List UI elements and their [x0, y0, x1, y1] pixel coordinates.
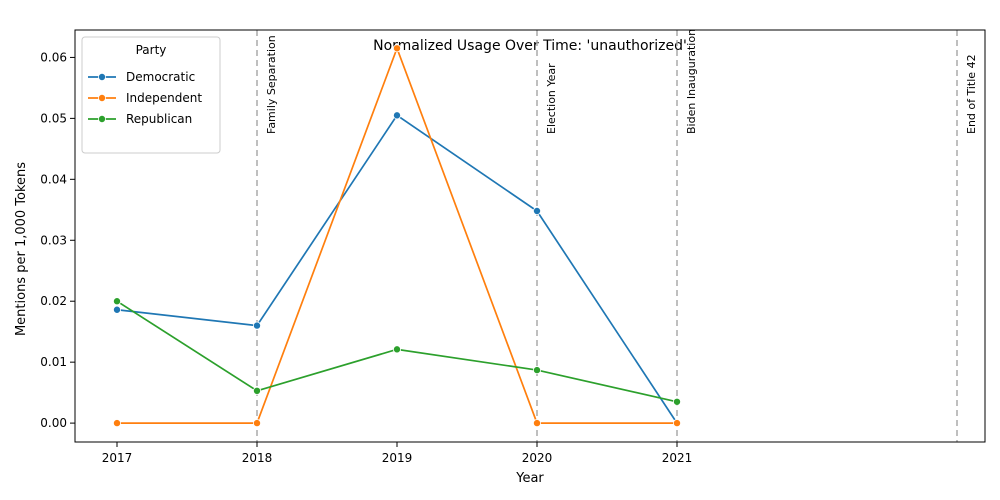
annotation-label: Election Year: [545, 63, 558, 134]
legend-marker-republican: [98, 115, 107, 124]
data-point: [113, 305, 122, 314]
y-tick-label: 0.06: [40, 50, 67, 64]
series-line-democratic: [116, 114, 678, 424]
legend-title: Party: [136, 43, 167, 57]
x-tick-label: 2018: [242, 451, 273, 465]
data-point: [113, 297, 122, 306]
legend-label-republican: Republican: [126, 112, 192, 126]
legend-label-democratic: Democratic: [126, 70, 195, 84]
data-point: [673, 419, 682, 428]
annotation-label: Biden Inauguration: [685, 29, 698, 134]
data-point: [533, 419, 542, 428]
x-tick-label: 2017: [102, 451, 133, 465]
y-axis: 0.00 0.01 0.02 0.03 0.04 0.05 0.06: [40, 50, 75, 430]
legend-marker-democratic: [98, 73, 107, 82]
chart-title: Normalized Usage Over Time: 'unauthorize…: [373, 38, 687, 54]
x-tick-label: 2021: [662, 451, 693, 465]
data-point: [533, 207, 542, 216]
data-point: [392, 44, 401, 53]
y-tick-label: 0.02: [40, 294, 67, 308]
data-point: [533, 366, 542, 375]
y-tick-label: 0.05: [40, 111, 67, 125]
data-point: [392, 345, 401, 354]
data-point: [113, 419, 122, 428]
legend-marker-independent: [98, 94, 107, 103]
x-axis: 2017 2018 2019 2020 2021: [102, 442, 693, 465]
y-tick-label: 0.03: [40, 233, 67, 247]
data-point: [673, 397, 682, 406]
annotation-label: Family Separation: [265, 35, 278, 134]
data-point: [252, 321, 261, 330]
y-tick-label: 0.04: [40, 172, 67, 186]
x-tick-label: 2020: [522, 451, 553, 465]
data-point: [252, 419, 261, 428]
legend-label-independent: Independent: [126, 91, 202, 105]
annotations: Family Separation Election Year Biden Inau…: [256, 29, 978, 442]
x-tick-label: 2019: [382, 451, 413, 465]
data-point: [252, 386, 261, 395]
legend-box: [81, 36, 221, 154]
y-axis-label: Mentions per 1,000 Tokens: [14, 162, 29, 336]
x-axis-label: Year: [515, 471, 544, 486]
y-tick-label: 0.01: [40, 355, 67, 369]
plot-frame: [74, 29, 986, 443]
annotation-label: End of Title 42: [965, 54, 978, 134]
series-group: [113, 44, 682, 428]
legend: Party Democratic Independent Republican: [81, 36, 221, 154]
data-point: [392, 111, 401, 120]
y-tick-label: 0.00: [40, 416, 67, 430]
